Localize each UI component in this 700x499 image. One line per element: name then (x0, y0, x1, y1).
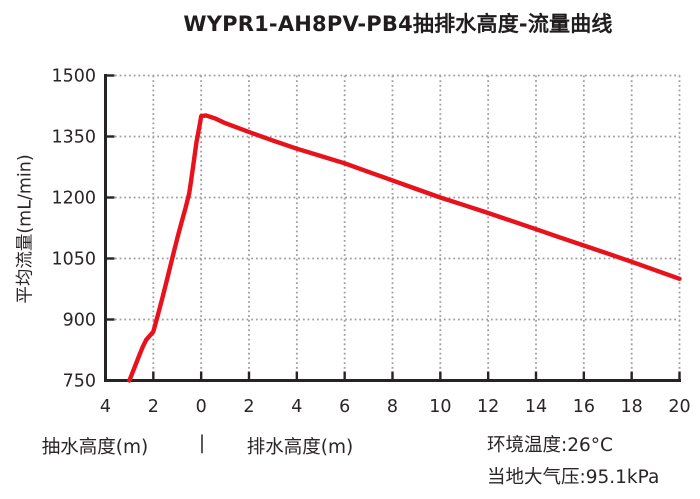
x-tick-label: 8 (387, 397, 398, 417)
x-tick-label: 4 (100, 397, 111, 417)
x-tick-label: 2 (243, 397, 254, 417)
x-tick-label: 2 (148, 397, 159, 417)
y-tick-label: 750 (63, 372, 96, 392)
x-tick-label: 6 (339, 397, 350, 417)
x-axis-label-discharge: 排水高度(m) (246, 437, 354, 458)
x-axis-label-separator: | (198, 433, 206, 454)
x-tick-label: 18 (621, 397, 643, 417)
annotation-ambient-temperature: 环境温度:26°C (487, 435, 613, 456)
x-tick-label: 12 (477, 397, 499, 417)
y-tick-label: 1350 (51, 128, 96, 148)
y-tick-label: 1200 (51, 189, 96, 209)
annotation-atmospheric-pressure: 当地大气压:95.1kPa (487, 467, 660, 488)
y-tick-label: 1050 (51, 250, 96, 270)
x-tick-label: 4 (291, 397, 302, 417)
x-tick-label: 14 (525, 397, 547, 417)
y-tick-label: 900 (63, 311, 96, 331)
chart-title: WYPR1-AH8PV-PB4抽排水高度-流量曲线 (183, 12, 613, 36)
y-tick-label: 1500 (51, 67, 96, 87)
x-axis-label-suction: 抽水高度(m) (41, 437, 149, 458)
flow-curve-line (127, 113, 682, 383)
x-tick-label: 20 (668, 397, 690, 417)
x-tick-label: 0 (196, 397, 207, 417)
x-tick-label: 16 (573, 397, 595, 417)
x-tick-label: 10 (429, 397, 451, 417)
